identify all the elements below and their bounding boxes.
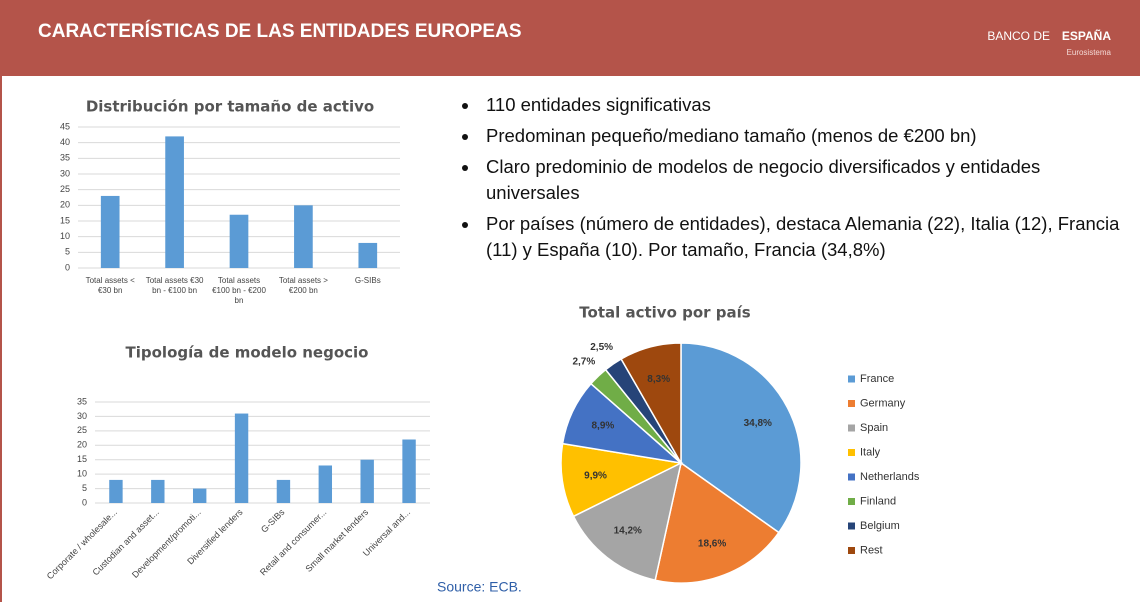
x-tick-label: G-SIBs bbox=[259, 507, 287, 535]
data-label: 8,9% bbox=[591, 421, 614, 432]
bar bbox=[229, 214, 249, 268]
source: Source: ECB. bbox=[437, 579, 522, 595]
data-label: 9,9% bbox=[584, 470, 607, 481]
data-label: 8,3% bbox=[647, 374, 670, 385]
y-tick-label: 35 bbox=[77, 396, 87, 406]
legend-swatch bbox=[848, 547, 855, 554]
brand-bold: ESPAÑA bbox=[1062, 28, 1111, 43]
legend-label: Italy bbox=[860, 446, 881, 458]
bar bbox=[276, 479, 291, 503]
data-label: 2,5% bbox=[590, 342, 613, 353]
pie-slice bbox=[560, 442, 684, 518]
legend-label: Rest bbox=[860, 544, 883, 556]
legend-swatch bbox=[848, 473, 855, 481]
pie-slice bbox=[654, 461, 780, 584]
legend-swatch bbox=[848, 522, 855, 530]
legend-swatch bbox=[848, 498, 855, 505]
x-tick-label: Total assets €30 bn - €100 bn bbox=[145, 276, 204, 295]
legend-label: Spain bbox=[860, 422, 888, 434]
y-tick-label: 25 bbox=[77, 425, 87, 435]
data-label: 34,8% bbox=[744, 418, 772, 429]
chart-title: Distribución por tamaño de activo bbox=[86, 98, 374, 116]
bar bbox=[165, 136, 184, 268]
bullet: Por países (número de entidades), destac… bbox=[480, 211, 1120, 263]
bullet: Claro predominio de modelos de negocio d… bbox=[480, 154, 1120, 206]
y-tick-label: 25 bbox=[60, 184, 70, 194]
bar bbox=[358, 242, 378, 268]
bar bbox=[234, 413, 249, 503]
chart-title: Tipología de modelo negocio bbox=[126, 344, 369, 362]
bar bbox=[294, 205, 313, 268]
bullet-list: 110 entidades significativas Predominan … bbox=[458, 92, 1120, 268]
bullet: 110 entidades significativas bbox=[480, 92, 1120, 118]
x-tick-label: Development/promoti... bbox=[130, 507, 203, 580]
x-tick-label: Total assets > €200 bn bbox=[278, 276, 328, 295]
y-tick-label: 30 bbox=[60, 168, 70, 178]
bar bbox=[100, 195, 120, 268]
bar bbox=[318, 465, 333, 503]
y-tick-label: 0 bbox=[65, 262, 70, 272]
brand-light: BANCO DE bbox=[987, 29, 1050, 43]
y-tick-label: 20 bbox=[60, 200, 70, 210]
bar bbox=[192, 488, 207, 503]
x-tick-label: Corporate / wholesale... bbox=[45, 507, 119, 581]
brand-sub: Eurosistema bbox=[1067, 48, 1112, 57]
legend-swatch bbox=[848, 424, 855, 432]
legend-label: France bbox=[860, 373, 894, 385]
data-label: 18,6% bbox=[698, 538, 726, 549]
slide-title: CARACTERÍSTICAS DE LAS ENTIDADES EUROPEA… bbox=[38, 20, 522, 42]
y-tick-label: 20 bbox=[77, 440, 87, 450]
y-tick-label: 30 bbox=[77, 411, 87, 421]
x-tick-label: Total assets €100 bn - €200 bn bbox=[212, 276, 266, 305]
y-tick-label: 5 bbox=[65, 247, 70, 257]
y-tick-label: 45 bbox=[60, 121, 70, 131]
data-label: 2,7% bbox=[572, 356, 595, 367]
legend-label: Finland bbox=[860, 495, 896, 507]
legend-label: Belgium bbox=[860, 520, 900, 532]
data-label: 14,2% bbox=[614, 526, 642, 537]
y-tick-label: 10 bbox=[60, 231, 70, 241]
y-tick-label: 15 bbox=[60, 215, 70, 225]
legend-swatch bbox=[848, 375, 855, 383]
y-tick-label: 10 bbox=[77, 469, 87, 479]
bar bbox=[360, 459, 374, 503]
y-tick-label: 35 bbox=[60, 153, 70, 163]
chart-title: Total activo por país bbox=[579, 304, 750, 322]
header-band bbox=[0, 0, 1140, 76]
left-border bbox=[0, 76, 2, 602]
legend-label: Germany bbox=[860, 397, 906, 409]
pie-slice bbox=[572, 461, 683, 582]
bullet: Predominan pequeño/mediano tamaño (menos… bbox=[480, 123, 1120, 149]
legend-swatch bbox=[848, 400, 855, 407]
pie-slice bbox=[680, 342, 802, 534]
y-tick-label: 40 bbox=[60, 137, 70, 147]
bar bbox=[402, 439, 416, 503]
legend-swatch bbox=[848, 449, 855, 456]
y-tick-label: 15 bbox=[77, 454, 87, 464]
pie-slice bbox=[620, 342, 682, 466]
bar bbox=[151, 479, 165, 503]
bar bbox=[109, 479, 123, 503]
y-tick-label: 0 bbox=[82, 497, 87, 507]
y-tick-label: 5 bbox=[82, 483, 87, 493]
x-tick-label: Total assets < €30 bn bbox=[85, 276, 135, 295]
legend-label: Netherlands bbox=[860, 471, 920, 483]
x-tick-label: G-SIBs bbox=[354, 276, 381, 285]
